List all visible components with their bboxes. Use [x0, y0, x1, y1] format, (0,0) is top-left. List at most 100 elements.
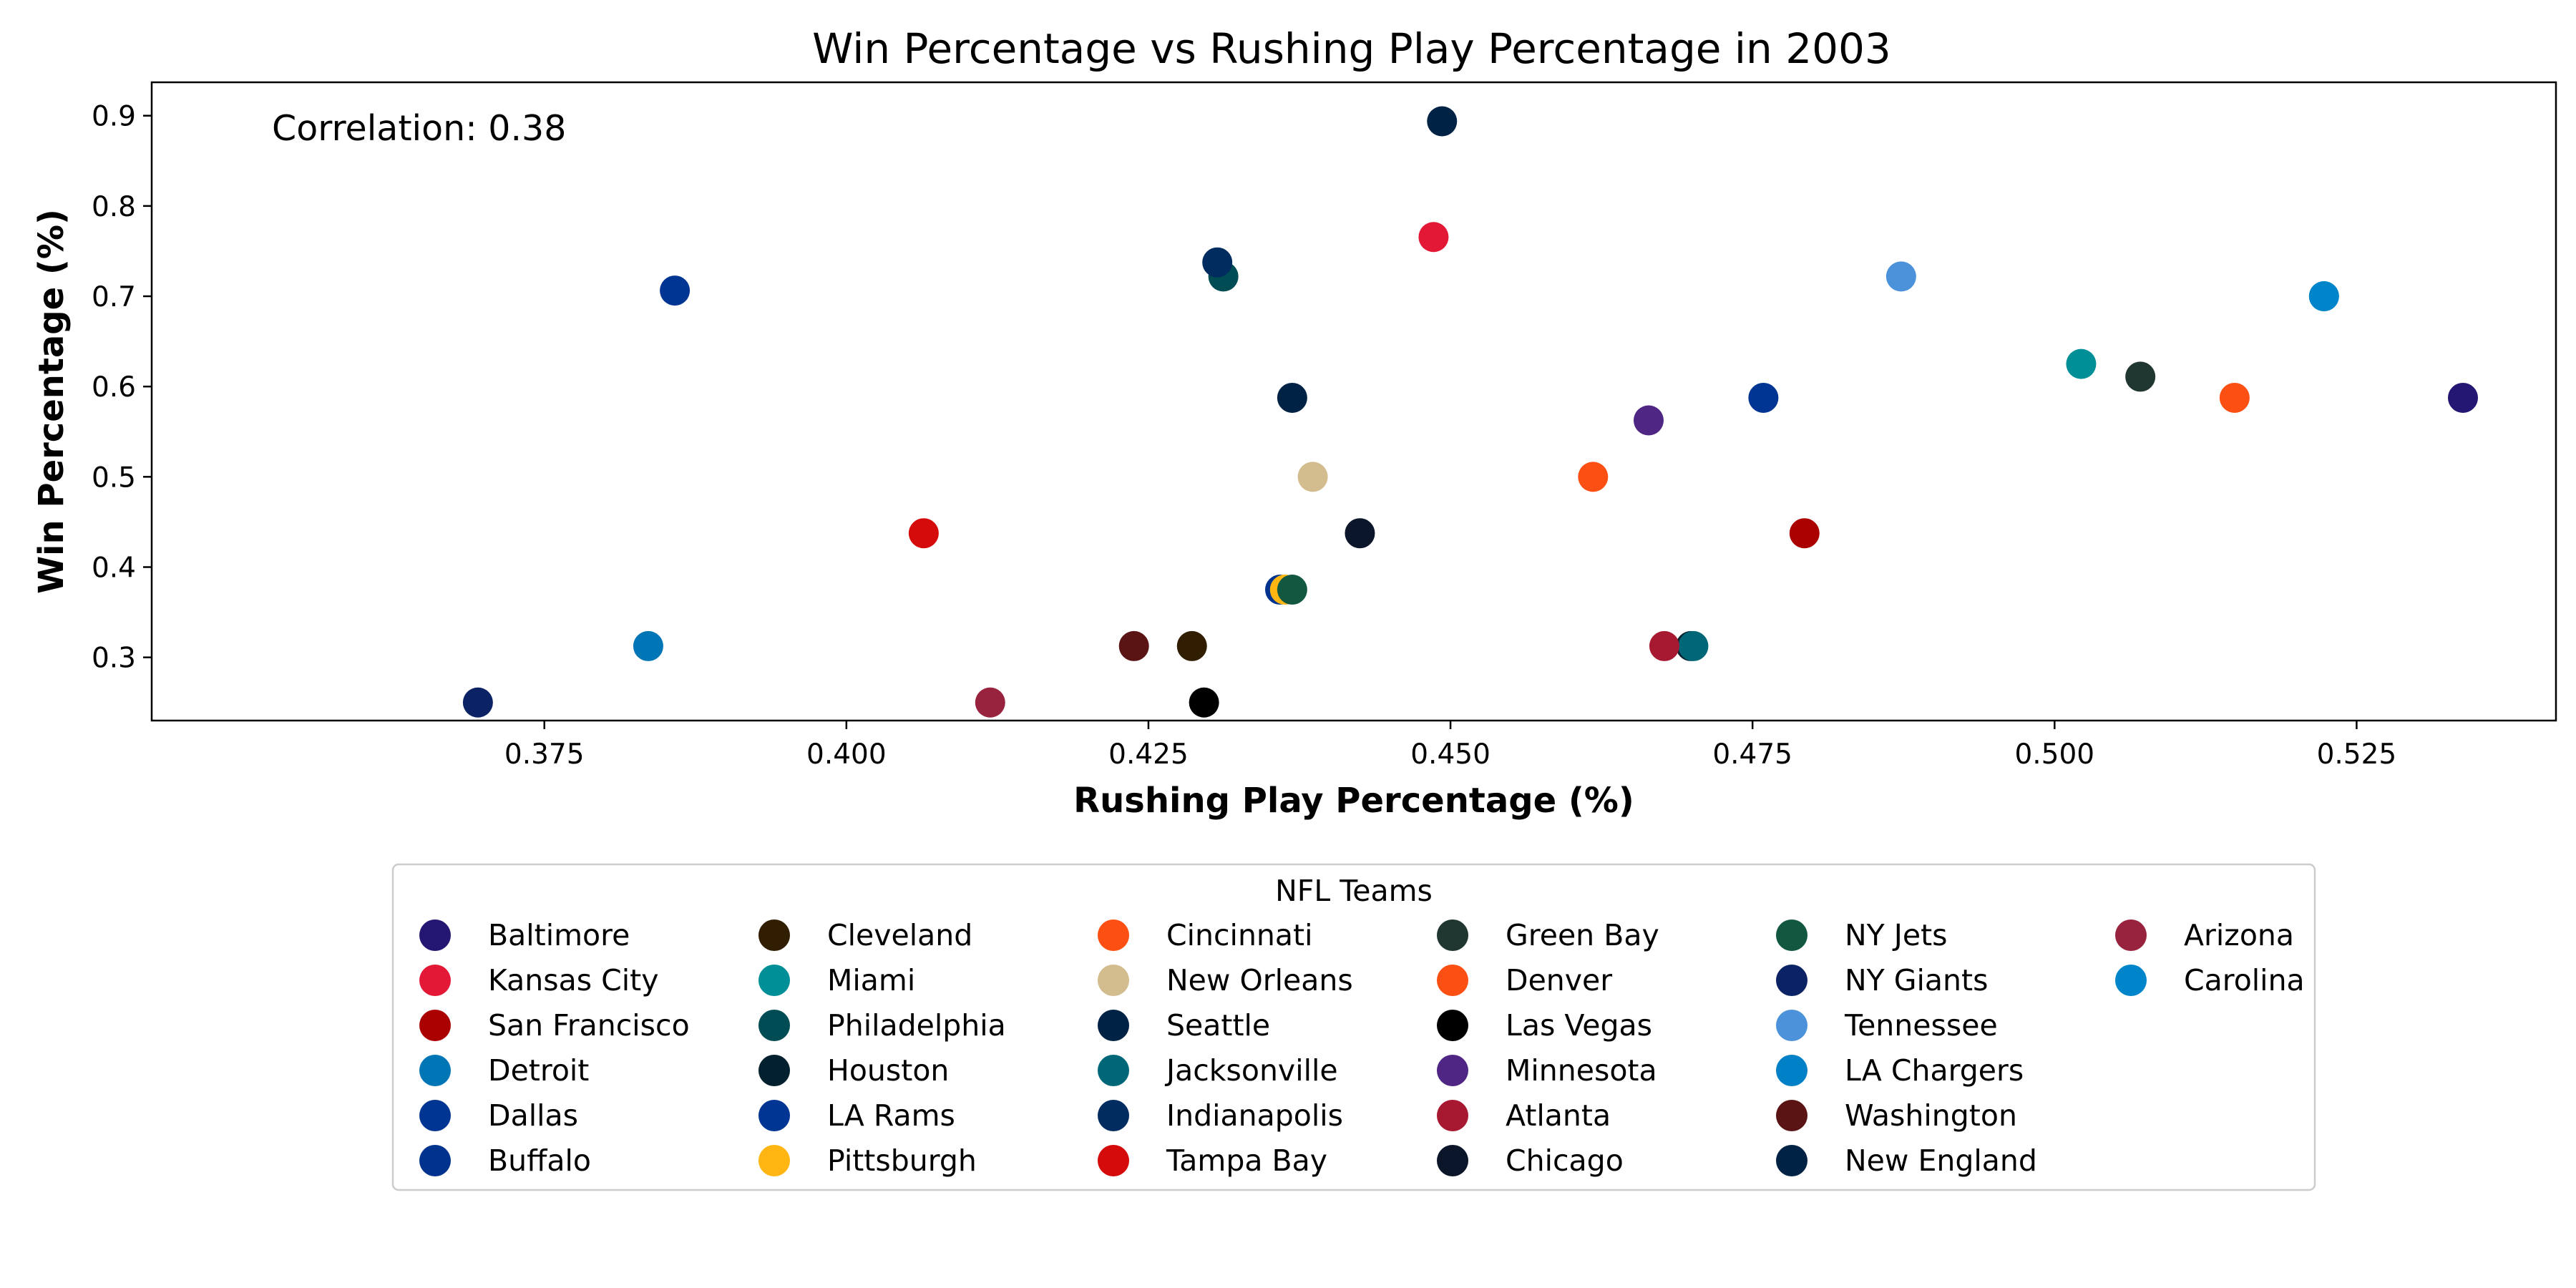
plot-area: Baltimore Kansas City San Francisco Detroit… — [92, 81, 2557, 771]
data-point: Las Vegas — [1189, 687, 1219, 718]
legend-marker — [1098, 919, 1129, 951]
correlation-annotation: Correlation: 0.38 — [272, 108, 566, 149]
legend-label: Jacksonville — [1164, 1053, 1338, 1088]
data-point: Baltimore — [2447, 382, 2478, 413]
x-tick-label: 0.500 — [2014, 738, 2094, 771]
legend-label: San Francisco — [488, 1008, 690, 1043]
legend-marker — [1098, 1010, 1129, 1041]
legend-marker — [419, 1145, 451, 1176]
legend-label: LA Chargers — [1845, 1053, 2024, 1088]
legend-label: Houston — [827, 1053, 949, 1088]
y-tick-label: 0.3 — [92, 643, 136, 675]
legend-label: Atlanta — [1506, 1098, 1611, 1133]
legend-label: Detroit — [488, 1053, 589, 1088]
legend-marker — [758, 919, 790, 951]
legend-label: New England — [1845, 1143, 2037, 1178]
data-point: Tampa Bay — [908, 518, 939, 549]
legend-label: Washington — [1845, 1098, 2017, 1133]
legend-items: Baltimore Kansas City San Francisco Detroit… — [419, 918, 2305, 1178]
legend-marker — [1437, 919, 1468, 951]
data-point: Dallas — [660, 275, 691, 306]
legend-marker — [758, 1100, 790, 1131]
legend-marker — [1098, 1100, 1129, 1131]
legend-label: Tampa Bay — [1166, 1143, 1327, 1178]
data-point: Seattle — [1277, 382, 1307, 413]
legend-label: Miami — [827, 963, 915, 997]
legend-label: Indianapolis — [1166, 1098, 1343, 1133]
y-tick-label: 0.8 — [92, 191, 136, 223]
legend: NFL Teams Baltimore Kansas City San Franci… — [391, 863, 2316, 1191]
legend-label: NY Jets — [1845, 918, 1948, 952]
data-point: Miami — [2066, 348, 2097, 379]
legend-label: Chicago — [1506, 1143, 1624, 1178]
legend-marker — [1437, 1100, 1468, 1131]
data-point: San Francisco — [1789, 518, 1820, 549]
legend-marker — [1437, 1010, 1468, 1041]
legend-marker — [758, 1145, 790, 1176]
data-point: Jacksonville — [1678, 630, 1709, 661]
legend-marker — [1776, 965, 1807, 996]
legend-label: Tennessee — [1844, 1008, 1998, 1043]
x-axis-label: Rushing Play Percentage (%) — [1073, 781, 1634, 821]
legend-label: Pittsburgh — [827, 1143, 977, 1178]
legend-marker — [1776, 1100, 1807, 1131]
legend-marker — [1437, 1145, 1468, 1176]
legend-label: Dallas — [488, 1098, 578, 1133]
data-point: Tennessee — [1885, 261, 1916, 292]
legend-marker — [419, 919, 451, 951]
data-point: LA Rams — [1748, 382, 1779, 413]
legend-marker — [419, 1100, 451, 1131]
legend-label: Green Bay — [1506, 918, 1659, 952]
x-tick-label: 0.525 — [2317, 738, 2397, 771]
legend-frame — [391, 863, 2316, 1191]
y-axis-label: Win Percentage (%) — [31, 209, 72, 594]
legend-label: Minnesota — [1506, 1053, 1657, 1088]
legend-label: Cleveland — [827, 918, 972, 952]
legend-marker — [1776, 1010, 1807, 1041]
legend-label: Baltimore — [488, 918, 630, 952]
legend-marker — [1776, 1055, 1807, 1086]
data-points: Baltimore Kansas City San Francisco Detroit… — [462, 106, 2478, 718]
data-point: Denver — [2219, 382, 2250, 413]
legend-label: Kansas City — [488, 963, 659, 997]
legend-label: Buffalo — [488, 1143, 591, 1178]
y-tick-label: 0.4 — [92, 552, 136, 585]
legend-marker — [419, 1010, 451, 1041]
data-point: Green Bay — [2125, 361, 2156, 392]
y-tick-label: 0.7 — [92, 281, 136, 313]
legend-marker — [2115, 919, 2147, 951]
y-tick-label: 0.5 — [92, 462, 136, 494]
legend-label: Arizona — [2184, 918, 2294, 952]
legend-label: Philadelphia — [827, 1008, 1006, 1043]
x-axis-ticks: 0.375 0.400 0.425 0.450 0.475 0.500 0.525 — [504, 721, 2396, 771]
data-point: Chicago — [1345, 518, 1375, 549]
legend-label: Cincinnati — [1166, 918, 1313, 952]
data-point: Arizona — [975, 687, 1005, 718]
data-point: Detroit — [633, 630, 663, 661]
legend-marker — [1776, 919, 1807, 951]
legend-marker — [1098, 965, 1129, 996]
legend-label: Las Vegas — [1506, 1008, 1652, 1043]
x-tick-label: 0.425 — [1108, 738, 1189, 771]
x-tick-label: 0.450 — [1410, 738, 1491, 771]
y-tick-label: 0.9 — [92, 101, 136, 133]
legend-marker — [1098, 1145, 1129, 1176]
legend-marker — [419, 1055, 451, 1086]
data-point: NY Giants — [462, 687, 493, 718]
legend-label: NY Giants — [1845, 963, 1988, 997]
data-point: Minnesota — [1633, 405, 1664, 436]
chart-title: Win Percentage vs Rushing Play Percentag… — [812, 24, 1891, 73]
legend-marker — [1098, 1055, 1129, 1086]
legend-marker — [419, 965, 451, 996]
data-point: New England — [1427, 106, 1458, 137]
legend-marker — [1776, 1145, 1807, 1176]
legend-marker — [2115, 965, 2147, 996]
x-tick-label: 0.475 — [1712, 738, 1792, 771]
y-tick-label: 0.6 — [92, 371, 136, 404]
legend-label: Denver — [1506, 963, 1612, 997]
legend-marker — [758, 1055, 790, 1086]
legend-marker — [1437, 965, 1468, 996]
legend-label: LA Rams — [827, 1098, 955, 1133]
data-point: Kansas City — [1418, 222, 1449, 253]
